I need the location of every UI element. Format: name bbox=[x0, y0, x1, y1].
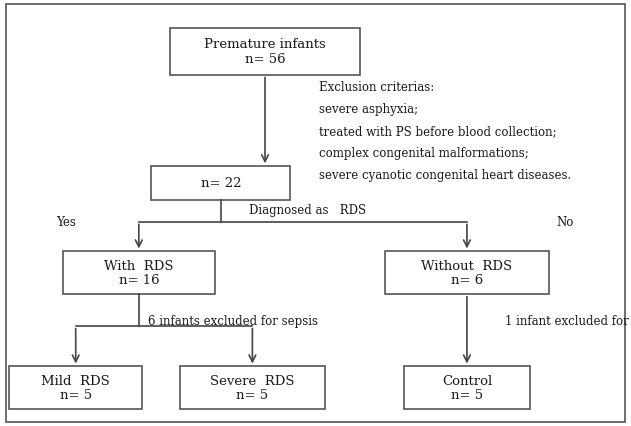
Text: Diagnosed as   RDS: Diagnosed as RDS bbox=[249, 204, 367, 217]
Text: n= 5: n= 5 bbox=[60, 389, 91, 402]
Text: Severe  RDS: Severe RDS bbox=[210, 375, 295, 388]
Bar bbox=[63, 251, 215, 294]
Text: No: No bbox=[556, 216, 574, 229]
Text: Mild  RDS: Mild RDS bbox=[42, 375, 110, 388]
Text: n= 6: n= 6 bbox=[451, 274, 483, 287]
Text: n= 22: n= 22 bbox=[201, 177, 241, 190]
Bar bbox=[180, 366, 325, 409]
Bar bbox=[151, 166, 290, 200]
Text: Yes: Yes bbox=[56, 216, 76, 229]
Text: Without  RDS: Without RDS bbox=[422, 260, 512, 273]
Text: 6 infants excluded for sepsis: 6 infants excluded for sepsis bbox=[148, 315, 319, 328]
Text: severe cyanotic congenital heart diseases.: severe cyanotic congenital heart disease… bbox=[319, 170, 571, 182]
Bar bbox=[170, 28, 360, 75]
Text: With  RDS: With RDS bbox=[104, 260, 174, 273]
Bar bbox=[9, 366, 142, 409]
Text: severe asphyxia;: severe asphyxia; bbox=[319, 103, 418, 116]
Text: n= 16: n= 16 bbox=[119, 274, 159, 287]
Text: complex congenital malformations;: complex congenital malformations; bbox=[319, 147, 528, 160]
Bar bbox=[404, 366, 530, 409]
Bar bbox=[385, 251, 549, 294]
Text: Exclusion criterias:: Exclusion criterias: bbox=[319, 81, 434, 94]
Text: treated with PS before blood collection;: treated with PS before blood collection; bbox=[319, 125, 557, 138]
Text: Control: Control bbox=[442, 375, 492, 388]
Text: n= 5: n= 5 bbox=[237, 389, 268, 402]
Text: n= 56: n= 56 bbox=[245, 53, 285, 66]
Text: Premature infants: Premature infants bbox=[204, 37, 326, 51]
Text: n= 5: n= 5 bbox=[451, 389, 483, 402]
Text: 1 infant excluded for sepsis: 1 infant excluded for sepsis bbox=[505, 315, 631, 328]
